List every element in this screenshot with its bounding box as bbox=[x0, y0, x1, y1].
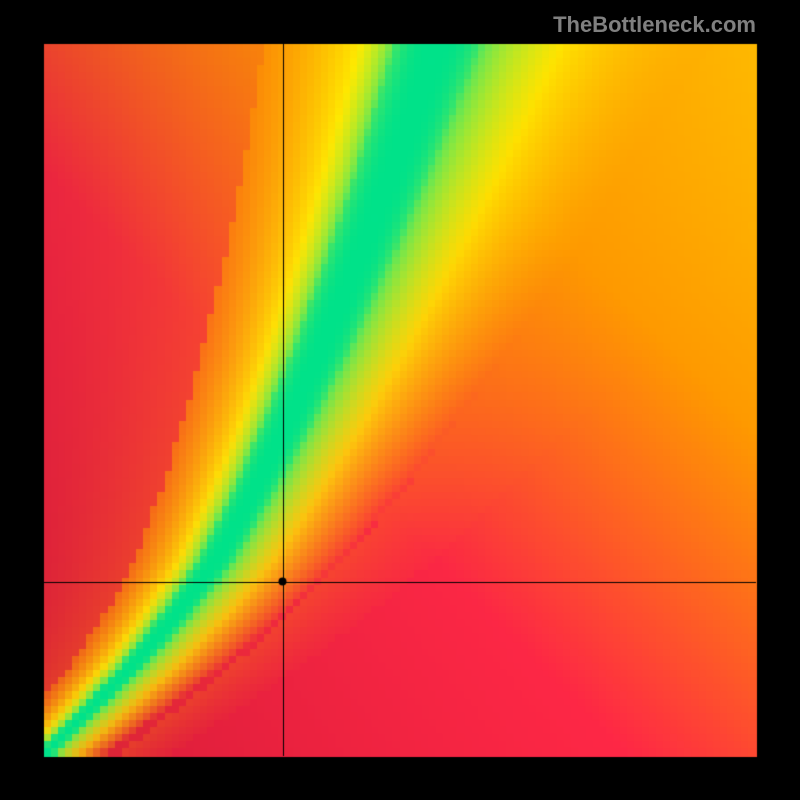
chart-container: TheBottleneck.com bbox=[0, 0, 800, 800]
watermark-text: TheBottleneck.com bbox=[553, 12, 756, 38]
heatmap-canvas bbox=[0, 0, 800, 800]
